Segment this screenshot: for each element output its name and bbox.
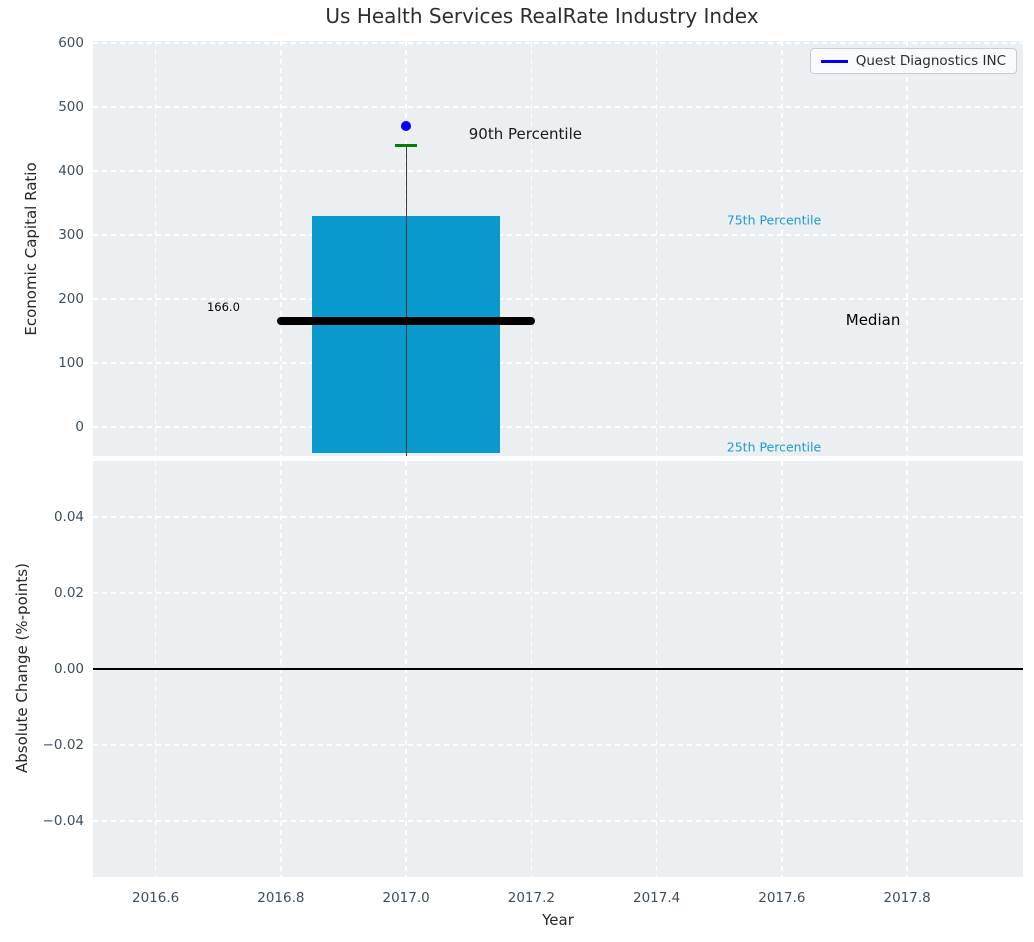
zero-line: [93, 668, 1023, 670]
annotation-75th-percentile: 75th Percentile: [726, 212, 822, 228]
horizontal-gridline: [93, 170, 1023, 172]
y-tick-label: 300: [58, 227, 84, 244]
y-tick-label: 600: [58, 34, 84, 51]
y-tick-label: 500: [58, 98, 84, 115]
bottom-y-axis-label: Absolute Change (%-points): [13, 563, 31, 773]
horizontal-gridline: [93, 744, 1023, 746]
horizontal-gridline: [93, 820, 1023, 822]
horizontal-gridline: [93, 362, 1023, 364]
annotation-166-0: 166.0: [206, 300, 240, 315]
x-axis-label: Year: [542, 911, 574, 929]
y-tick-label: 100: [58, 355, 84, 372]
x-tick-label: 2016.6: [132, 890, 180, 906]
y-tick-label: 0.00: [53, 661, 84, 677]
y-tick-label: 0.04: [53, 508, 84, 525]
chart-title: Us Health Services RealRate Industry Ind…: [325, 4, 759, 28]
y-tick-label: −0.02: [42, 737, 84, 754]
median-value-line: [276, 316, 536, 325]
top-plot-area: Quest Diagnostics INC 166.0 90th Percenti…: [93, 41, 1023, 456]
bottom-plot-area: [93, 461, 1023, 877]
vertical-gridline: [906, 41, 908, 456]
horizontal-gridline: [93, 42, 1023, 44]
y-tick-label: 400: [58, 163, 84, 179]
annotation-25th-percentile: 25th Percentile: [726, 439, 822, 455]
horizontal-gridline: [93, 592, 1023, 594]
whisker-line: [405, 145, 407, 456]
annotation-median: Median: [845, 311, 901, 330]
x-tick-label: 2017.6: [758, 890, 806, 906]
x-tick-label: 2017.0: [382, 890, 430, 906]
annotation-90th-percentile: 90th Percentile: [468, 124, 582, 143]
horizontal-gridline: [93, 106, 1023, 108]
x-tick-label: 2017.2: [507, 890, 555, 906]
x-tick-label: 2017.4: [633, 890, 681, 906]
horizontal-gridline: [93, 516, 1023, 518]
vertical-gridline: [530, 41, 533, 456]
y-tick-label: 0.02: [53, 584, 84, 601]
x-tick-label: 2016.8: [257, 890, 305, 906]
x-tick-label: 2017.8: [883, 890, 931, 906]
horizontal-gridline: [93, 426, 1023, 428]
top-y-axis-label: Economic Capital Ratio: [22, 162, 40, 336]
legend: Quest Diagnostics INC: [809, 48, 1017, 74]
legend-line-sample: [820, 59, 848, 63]
y-tick-label: 200: [58, 291, 84, 308]
vertical-gridline: [280, 41, 282, 456]
company-point: [401, 121, 412, 132]
vertical-gridline: [655, 41, 658, 456]
y-tick-label: −0.04: [42, 813, 84, 830]
y-tick-label: 0: [75, 419, 84, 436]
p90-whisker-cap: [395, 143, 417, 147]
legend-label: Quest Diagnostics INC: [855, 53, 1006, 69]
horizontal-gridline: [93, 298, 1023, 300]
vertical-gridline: [781, 41, 783, 456]
vertical-gridline: [154, 41, 157, 456]
horizontal-gridline: [93, 234, 1023, 236]
